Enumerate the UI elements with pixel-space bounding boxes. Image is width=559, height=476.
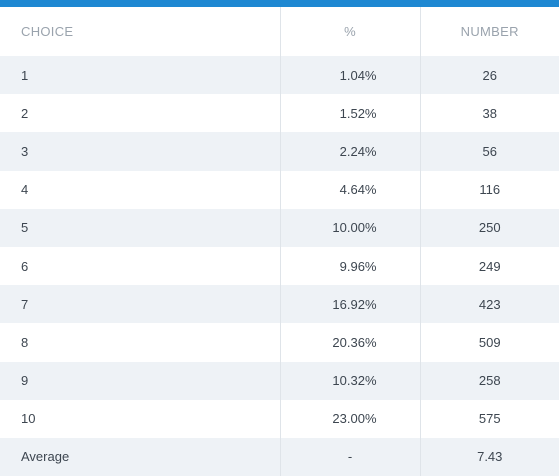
- cell-percent: 16.92%: [279, 285, 420, 324]
- table-row: 10 23.00% 575: [0, 399, 559, 438]
- cell-number: 38: [419, 94, 559, 133]
- results-table: CHOICE % NUMBER 1 1.04% 26 2 1.52% 38 3 …: [0, 7, 559, 476]
- table-row: 1 1.04% 26: [0, 56, 559, 95]
- cell-percent: 20.36%: [279, 323, 420, 362]
- cell-choice: 8: [0, 323, 280, 362]
- table-row: 2 1.52% 38: [0, 94, 559, 133]
- cell-number: 26: [419, 56, 559, 95]
- cell-choice: 2: [0, 94, 280, 133]
- cell-choice: 3: [0, 132, 280, 171]
- cell-number: 249: [419, 246, 559, 286]
- table-row: 7 16.92% 423: [0, 285, 559, 324]
- cell-choice: 4: [0, 170, 280, 209]
- cell-choice: 5: [0, 208, 280, 247]
- average-row: Average - 7.43: [0, 437, 559, 476]
- cell-percent: 1.52%: [279, 94, 420, 133]
- cell-number: 250: [419, 208, 559, 247]
- cell-percent: 1.04%: [279, 56, 420, 95]
- cell-choice: 10: [0, 399, 280, 438]
- column-header-percent: %: [279, 7, 420, 56]
- table-row: 8 20.36% 509: [0, 323, 559, 362]
- table-row: 3 2.24% 56: [0, 132, 559, 171]
- cell-choice: 7: [0, 285, 280, 324]
- cell-number: 509: [419, 323, 559, 362]
- cell-choice: 1: [0, 56, 280, 95]
- cell-choice: 9: [0, 361, 280, 400]
- table-row: 4 4.64% 116: [0, 170, 559, 209]
- average-label: Average: [0, 437, 280, 476]
- average-value: 7.43: [419, 437, 559, 476]
- accent-top-bar: [0, 0, 559, 7]
- cell-number: 116: [419, 170, 559, 209]
- cell-choice: 6: [0, 246, 280, 286]
- cell-percent: 10.32%: [279, 361, 420, 400]
- table-row: 6 9.96% 249: [0, 246, 559, 286]
- cell-number: 258: [419, 361, 559, 400]
- cell-percent: 4.64%: [279, 170, 420, 209]
- table-header-row: CHOICE % NUMBER: [0, 7, 559, 56]
- column-header-choice: CHOICE: [0, 7, 280, 56]
- table-row: 5 10.00% 250: [0, 208, 559, 247]
- cell-number: 423: [419, 285, 559, 324]
- cell-number: 56: [419, 132, 559, 171]
- cell-percent: 10.00%: [279, 208, 420, 247]
- cell-percent: 23.00%: [279, 399, 420, 438]
- cell-percent: 2.24%: [279, 132, 420, 171]
- column-header-number: NUMBER: [419, 7, 559, 56]
- cell-number: 575: [419, 399, 559, 438]
- table-row: 9 10.32% 258: [0, 361, 559, 400]
- cell-percent: 9.96%: [279, 246, 420, 286]
- average-percent: -: [279, 437, 420, 476]
